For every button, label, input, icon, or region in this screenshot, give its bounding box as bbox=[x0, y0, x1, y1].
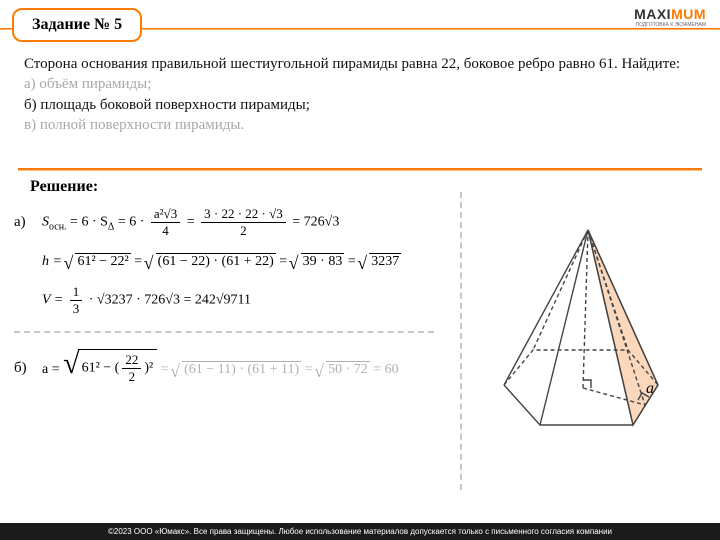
problem-a: а) объём пирамиды; bbox=[24, 76, 151, 92]
label-b: б) bbox=[14, 360, 42, 377]
expr-apothem: a = √ 61² − (222)² = (61 − 11) · (61 + 1… bbox=[42, 349, 399, 387]
logo-part2: MUM bbox=[671, 6, 706, 22]
problem-b: б) площадь боковой поверхности пирамиды; bbox=[24, 97, 310, 113]
solution-block: а) Sосн. = 6 · SΔ = 6 · a²√34 = 3 · 22 ·… bbox=[14, 206, 454, 401]
pyramid-svg bbox=[478, 220, 698, 450]
section-rule bbox=[18, 168, 702, 170]
expr-base-area: Sосн. = 6 · SΔ = 6 · a²√34 = 3 · 22 · 22… bbox=[42, 206, 339, 239]
problem-main: Сторона основания правильной шестиугольн… bbox=[24, 56, 680, 72]
solution-row-b: б) a = √ 61² − (222)² = (61 − 11) · (61 … bbox=[14, 349, 454, 387]
solution-title: Решение: bbox=[30, 178, 98, 196]
problem-statement: Сторона основания правильной шестиугольн… bbox=[24, 54, 700, 135]
expr-volume: V = 13 · √3237 · 726√3 = 242√9711 bbox=[42, 284, 251, 317]
dashed-separator bbox=[14, 331, 434, 333]
problem-c: в) полной поверхности пирамиды. bbox=[24, 117, 244, 133]
task-badge: Задание № 5 bbox=[12, 8, 142, 42]
vertical-dashed-separator bbox=[460, 192, 462, 490]
copyright-footer: ©2023 ООО «Юмакс». Все права защищены. Л… bbox=[0, 523, 720, 540]
solution-row-v: V = 13 · √3237 · 726√3 = 242√9711 bbox=[14, 284, 454, 317]
solution-row-h: h = 61² − 22² = (61 − 22) · (61 + 22) = … bbox=[14, 253, 454, 270]
expr-height: h = 61² − 22² = (61 − 22) · (61 + 22) = … bbox=[42, 253, 401, 270]
solution-row-a1: а) Sосн. = 6 · SΔ = 6 · a²√34 = 3 · 22 ·… bbox=[14, 206, 454, 239]
logo-part1: MAXI bbox=[634, 6, 671, 22]
figure-label-a: a bbox=[646, 380, 654, 398]
brand-logo: MAXIMUM ПОДГОТОВКА К ЭКЗАМЕНАМ bbox=[634, 6, 706, 28]
label-a: а) bbox=[14, 214, 42, 231]
pyramid-figure: a bbox=[478, 220, 698, 450]
